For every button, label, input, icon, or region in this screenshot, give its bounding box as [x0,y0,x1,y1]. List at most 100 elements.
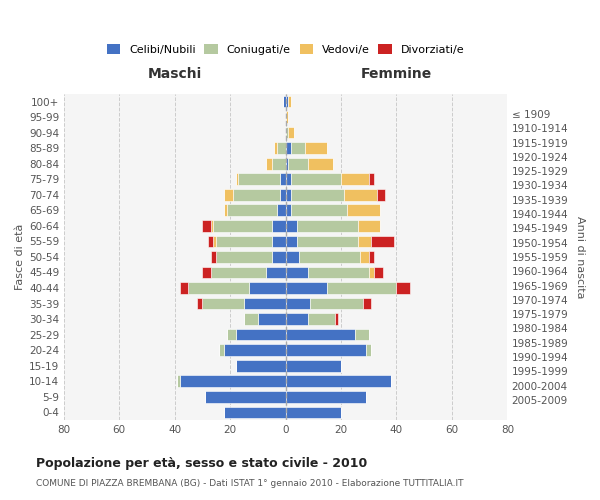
Bar [227,329,236,340]
Bar [266,266,286,278]
Bar [216,236,272,247]
Bar [214,220,272,232]
Bar [369,251,374,263]
Bar [202,266,211,278]
Bar [236,360,286,372]
Bar [286,314,308,325]
Bar [224,204,227,216]
Bar [327,282,397,294]
Bar [286,406,341,418]
Bar [272,251,286,263]
Bar [272,158,286,170]
Bar [291,174,341,185]
Bar [286,236,296,247]
Bar [299,251,361,263]
Bar [361,251,369,263]
Bar [291,189,344,200]
Legend: Celibi/Nubili, Coniugati/e, Vedovi/e, Divorziati/e: Celibi/Nubili, Coniugati/e, Vedovi/e, Di… [103,40,467,58]
Bar [211,220,214,232]
Bar [236,174,238,185]
Bar [208,236,214,247]
Bar [202,298,244,310]
Bar [358,236,371,247]
Bar [369,174,374,185]
Bar [286,360,341,372]
Bar [286,142,291,154]
Bar [291,142,305,154]
Bar [286,376,391,387]
Bar [224,189,233,200]
Bar [202,220,211,232]
Bar [341,174,369,185]
Bar [286,298,310,310]
Bar [308,158,332,170]
Bar [369,266,374,278]
Bar [180,376,286,387]
Bar [224,406,286,418]
Bar [286,266,308,278]
Bar [283,96,286,108]
Bar [286,111,288,123]
Bar [227,204,277,216]
Bar [236,329,286,340]
Bar [274,142,277,154]
Bar [244,298,286,310]
Bar [224,344,286,356]
Bar [211,251,216,263]
Bar [363,298,371,310]
Bar [291,204,347,216]
Bar [244,314,258,325]
Bar [377,189,385,200]
Bar [286,96,288,108]
Bar [280,174,286,185]
Bar [286,329,355,340]
Bar [280,189,286,200]
Bar [286,189,291,200]
Bar [197,298,202,310]
Bar [286,251,299,263]
Bar [286,220,296,232]
Bar [335,314,338,325]
Bar [286,174,291,185]
Text: Maschi: Maschi [148,68,202,82]
Bar [397,282,410,294]
Bar [286,127,288,138]
Text: COMUNE DI PIAZZA BREMBANA (BG) - Dati ISTAT 1° gennaio 2010 - Elaborazione TUTTI: COMUNE DI PIAZZA BREMBANA (BG) - Dati IS… [36,479,464,488]
Bar [344,189,377,200]
Bar [286,344,366,356]
Bar [366,344,371,356]
Bar [288,96,291,108]
Bar [371,236,394,247]
Bar [305,142,327,154]
Bar [277,204,286,216]
Bar [238,174,280,185]
Bar [347,204,380,216]
Bar [374,266,383,278]
Bar [286,391,366,402]
Bar [288,127,294,138]
Bar [308,266,369,278]
Bar [288,158,308,170]
Bar [250,282,286,294]
Bar [233,189,280,200]
Bar [216,251,272,263]
Bar [277,142,286,154]
Bar [214,236,216,247]
Text: Popolazione per età, sesso e stato civile - 2010: Popolazione per età, sesso e stato civil… [36,458,367,470]
Bar [178,376,180,387]
Bar [211,266,266,278]
Bar [219,344,224,356]
Bar [308,314,335,325]
Bar [258,314,286,325]
Y-axis label: Anni di nascita: Anni di nascita [575,216,585,298]
Bar [296,220,358,232]
Y-axis label: Fasce di età: Fasce di età [15,224,25,290]
Bar [286,282,327,294]
Bar [266,158,272,170]
Bar [272,220,286,232]
Bar [205,391,286,402]
Bar [286,204,291,216]
Bar [180,282,188,294]
Bar [358,220,380,232]
Bar [188,282,250,294]
